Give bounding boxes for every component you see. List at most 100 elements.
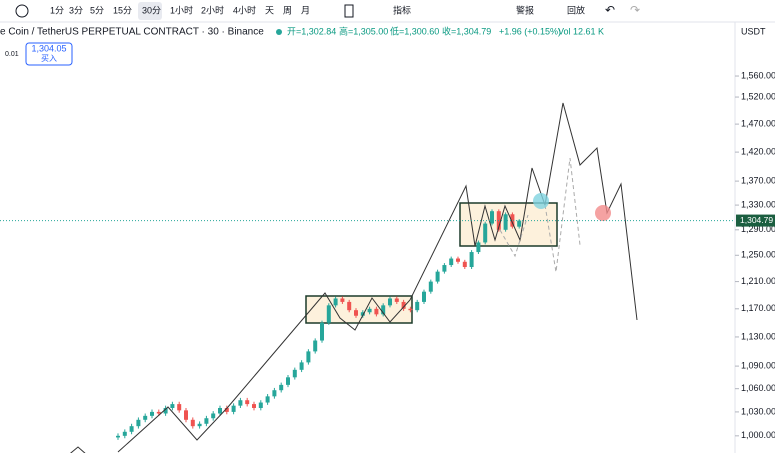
candle-body (483, 223, 488, 243)
trend-line (64, 446, 92, 458)
candle-body (306, 351, 311, 363)
highlight-circle (533, 193, 549, 209)
timeframe-button[interactable]: 1分 (50, 5, 64, 15)
candle-body (510, 214, 515, 227)
candle-body (150, 411, 154, 416)
candle-body (136, 419, 141, 427)
candle-body (490, 211, 494, 224)
chart-type-icon[interactable] (344, 4, 354, 18)
candle-body (184, 410, 188, 420)
timeframe-button[interactable]: 5分 (90, 5, 104, 15)
candle-body (245, 400, 250, 405)
indicators-button[interactable]: 指标 (393, 4, 411, 15)
open-value: 开=1,302.84 (287, 26, 336, 36)
projection-line (499, 214, 529, 258)
candle-body (272, 390, 277, 397)
timeframe-button[interactable]: 2小时 (201, 4, 224, 15)
candle-body (116, 435, 120, 438)
candle-body (333, 298, 338, 306)
trend-line (117, 102, 638, 453)
close-value: 收=1,304.79 (442, 25, 491, 36)
candle-body (428, 281, 433, 292)
timeframe-button[interactable]: 月 (301, 5, 310, 15)
candle-body (320, 322, 324, 341)
candle-body (469, 252, 474, 268)
candle-body (129, 426, 134, 432)
candle-body (435, 271, 440, 282)
symbol-title: e Coin / TetherUS PERPETUAL CONTRACT · 3… (0, 27, 264, 38)
drawings (305, 202, 558, 324)
candle-body (394, 298, 399, 302)
currency[interactable]: USDT (741, 26, 766, 36)
timeframe-button[interactable]: 15分 (113, 5, 132, 15)
candle-body (211, 413, 216, 419)
candle-body (388, 298, 392, 306)
y-tick-label: 1,060.00 (741, 383, 775, 393)
buy-price: 1,304.05 (31, 43, 66, 53)
candle-body (286, 377, 290, 385)
y-tick-label: 1,130.00 (741, 331, 775, 341)
candle-body (326, 305, 331, 323)
candle-body (156, 411, 161, 414)
candle-body (476, 242, 481, 253)
candle-body (462, 261, 467, 268)
trend-drawings (64, 102, 638, 458)
candle-body (449, 258, 454, 266)
candle-body (374, 308, 379, 315)
projection-line (544, 157, 581, 273)
candle-body (340, 298, 345, 302)
buy-label: 买入 (41, 54, 57, 63)
low-value: 低=1,300.60 (390, 25, 439, 36)
candle-body (143, 415, 148, 420)
candle-body (408, 308, 413, 311)
candle-body (224, 407, 229, 412)
timeframe-button[interactable]: 3分 (69, 5, 83, 15)
candle-body (517, 220, 522, 227)
timeframe-button[interactable]: 天 (265, 5, 274, 15)
candle-body (204, 418, 209, 424)
timeframe-button[interactable]: 1小时 (170, 4, 193, 15)
change-value: +1.96 (+0.15%) (499, 26, 561, 36)
high-value: 高=1,305.00 (339, 25, 388, 36)
candle-body (299, 362, 304, 370)
candle-body (354, 310, 358, 316)
y-tick-label: 1,000.00 (741, 430, 775, 440)
candle-body (401, 301, 406, 309)
candle-body (381, 305, 386, 315)
replay-button[interactable]: 回放 (567, 4, 585, 15)
buy-button[interactable] (25, 42, 73, 66)
candle-body (197, 423, 202, 427)
alert-button[interactable]: 警报 (516, 4, 534, 15)
selected-timeframe-bg (138, 2, 162, 20)
last-price-tag (736, 214, 775, 227)
candle-body (292, 369, 297, 378)
timeframe-button[interactable]: 30分 (142, 5, 161, 15)
timeframe-button[interactable]: 周 (283, 5, 292, 15)
candle-body (231, 405, 236, 412)
y-tick-label: 1,560.00 (741, 70, 775, 80)
candle-body (170, 404, 175, 408)
undo-button[interactable]: ↶ (605, 3, 615, 17)
timeframe-button[interactable]: 4小时 (233, 4, 256, 15)
candle-body (252, 404, 256, 408)
candle-body (279, 384, 284, 391)
candle-body (415, 301, 420, 311)
range-box (459, 202, 558, 247)
candle-body (360, 312, 365, 316)
y-tick-label: 1,210.00 (741, 276, 775, 286)
candle-body (503, 214, 508, 230)
candle-body (313, 340, 318, 352)
y-tick-label: 1,420.00 (741, 146, 775, 156)
y-tick-label: 1,030.00 (741, 406, 775, 416)
y-tick-label: 1,520.00 (741, 91, 775, 101)
y-tick-label: 1,330.00 (741, 199, 775, 209)
redo-button[interactable]: ↷ (630, 3, 640, 17)
candle-body (122, 431, 127, 436)
last-price-label: 1,304.79 (740, 215, 773, 225)
y-tick-label: 1,470.00 (741, 118, 775, 128)
candle-body (177, 404, 182, 411)
add-symbol-button[interactable] (15, 4, 29, 18)
highlight-circle (595, 205, 611, 221)
